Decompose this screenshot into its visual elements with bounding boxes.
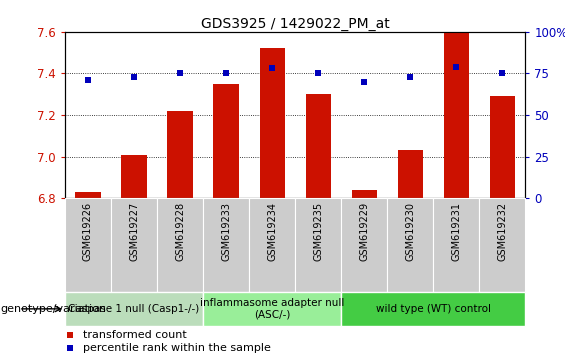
Bar	[75, 192, 101, 198]
Bar	[295, 198, 341, 292]
Bar	[65, 292, 203, 326]
Text: inflammasome adapter null
(ASC/-): inflammasome adapter null (ASC/-)	[200, 298, 345, 320]
Bar	[203, 198, 249, 292]
Text: GSM619233: GSM619233	[221, 202, 231, 261]
Bar	[203, 292, 341, 326]
Text: wild type (WT) control: wild type (WT) control	[376, 304, 491, 314]
Text: GSM619235: GSM619235	[313, 202, 323, 261]
Bar	[388, 198, 433, 292]
Title: GDS3925 / 1429022_PM_at: GDS3925 / 1429022_PM_at	[201, 17, 390, 31]
Text: GSM619232: GSM619232	[497, 202, 507, 261]
Bar	[490, 96, 515, 198]
Bar	[214, 84, 239, 198]
Bar	[351, 190, 377, 198]
Bar	[433, 198, 479, 292]
Bar	[65, 198, 111, 292]
Bar	[341, 292, 525, 326]
Bar	[249, 198, 295, 292]
Text: transformed count: transformed count	[84, 330, 187, 340]
Text: GSM619228: GSM619228	[175, 202, 185, 261]
Bar	[306, 94, 331, 198]
Bar	[259, 48, 285, 198]
Text: percentile rank within the sample: percentile rank within the sample	[84, 343, 271, 353]
Bar	[121, 155, 147, 198]
Text: GSM619234: GSM619234	[267, 202, 277, 261]
Bar	[398, 150, 423, 198]
Bar	[111, 198, 157, 292]
Text: Caspase 1 null (Casp1-/-): Caspase 1 null (Casp1-/-)	[68, 304, 199, 314]
Bar	[167, 111, 193, 198]
Bar	[341, 198, 388, 292]
Bar	[479, 198, 525, 292]
Text: GSM619229: GSM619229	[359, 202, 370, 261]
Text: GSM619231: GSM619231	[451, 202, 462, 261]
Text: GSM619226: GSM619226	[83, 202, 93, 261]
Bar	[157, 198, 203, 292]
Text: genotype/variation: genotype/variation	[0, 304, 106, 314]
Text: GSM619230: GSM619230	[405, 202, 415, 261]
Bar	[444, 32, 469, 198]
Text: GSM619227: GSM619227	[129, 202, 139, 261]
